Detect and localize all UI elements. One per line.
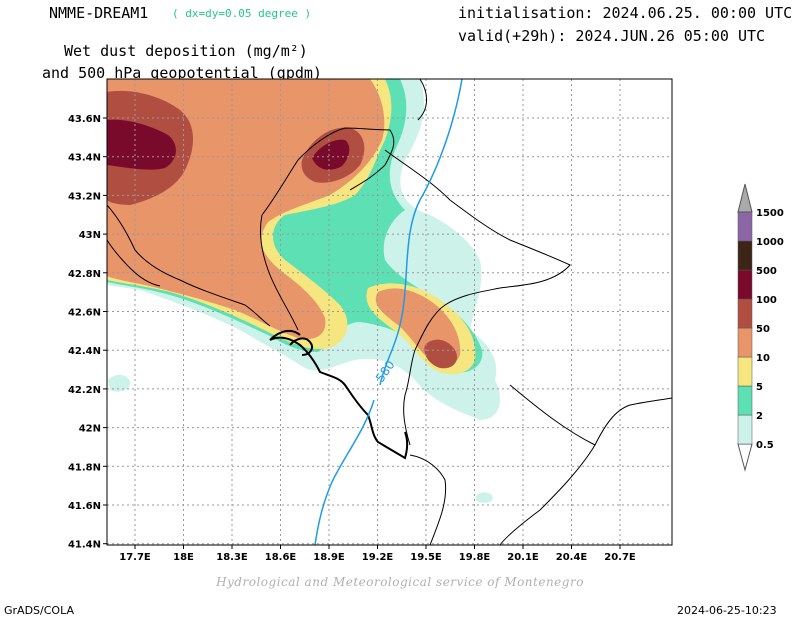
- legend-swatch: [737, 327, 753, 358]
- lat-tick-label: 43.4N: [68, 153, 101, 164]
- map-frame: [106, 78, 673, 546]
- border-line: [509, 384, 672, 446]
- deposition-field: [107, 79, 500, 503]
- lon-tick-label: 20.1E: [507, 552, 539, 563]
- field-50-blob: [301, 127, 365, 183]
- field-100-blob: [312, 139, 350, 170]
- border-line: [384, 149, 571, 351]
- legend-swatch: [737, 385, 753, 416]
- lon-tick-label: 19.5E: [410, 552, 442, 563]
- field-10-blob: [375, 288, 461, 366]
- field-0-5-blob: [476, 492, 493, 503]
- legend-swatch: [737, 269, 753, 300]
- lon-tick-label: 17.7E: [119, 552, 151, 563]
- border-line: [417, 79, 427, 121]
- field-5-blob: [366, 283, 476, 375]
- lon-tick-label: 20.4E: [556, 552, 588, 563]
- border-line: [403, 349, 416, 446]
- lat-tick-label: 42.6N: [68, 308, 101, 319]
- field-5: [107, 79, 392, 349]
- map-title-line2: and 500 hPa geopotential (gpdm): [42, 64, 322, 82]
- field-100: [107, 119, 176, 170]
- lat-tick-label: 41.8N: [68, 462, 101, 473]
- legend-label: 1000: [756, 237, 784, 248]
- model-name: NMME-DREAM1: [49, 4, 149, 22]
- legend-swatch: [737, 414, 753, 445]
- border-line: [499, 444, 596, 545]
- legend-label: 10: [756, 353, 770, 364]
- lat-tick-label: 42.4N: [68, 346, 101, 357]
- contour-label: 580: [373, 358, 398, 385]
- field-10: [107, 79, 385, 340]
- field-0-5: [107, 79, 500, 420]
- lon-tick-label: 19.8E: [459, 552, 491, 563]
- map-background: [107, 79, 672, 545]
- lon-tick-label: 18.3E: [216, 552, 248, 563]
- country-borders: [107, 79, 672, 545]
- legend-swatch: [737, 298, 753, 329]
- legend-label: 2: [756, 411, 763, 422]
- field-0-5-blob: [108, 374, 131, 392]
- timestamp: 2024-06-25-10:23: [677, 604, 777, 617]
- lat-tick-label: 43.2N: [68, 191, 101, 202]
- longitude-labels: 17.7E 18E 18.3E 18.6E 18.9E 19.2E 19.5E 19.8E 20…: [119, 545, 636, 563]
- field-2: [107, 79, 483, 373]
- legend-label: 500: [756, 266, 777, 277]
- contour-580: [314, 399, 375, 545]
- border-line: [261, 127, 395, 216]
- lon-tick-label: 18.9E: [313, 552, 345, 563]
- software-label: GrADS/COLA: [4, 604, 74, 617]
- contour-580: [379, 79, 463, 386]
- latitude-labels: 43.6N 43.4N 43.2N 43N 42.8N 42.6N 42.4N 42.2N 42…: [68, 114, 107, 551]
- coastline-path: [269, 336, 409, 460]
- legend-swatch: [737, 240, 753, 271]
- lon-tick-label: 18.6E: [265, 552, 297, 563]
- border-line: [107, 204, 271, 327]
- lat-tick-label: 42N: [79, 424, 101, 435]
- border-line: [409, 454, 447, 545]
- coastline: [269, 329, 409, 460]
- coastline-path: [289, 337, 313, 356]
- lat-tick-label: 42.2N: [68, 385, 101, 396]
- legend-label: 1500: [756, 208, 784, 219]
- lat-tick-label: 42.8N: [68, 269, 101, 280]
- color-legend: 0.5 2 5 10 50 100 500 1000 1500: [737, 183, 784, 472]
- border-line: [259, 214, 299, 331]
- gridlines: [107, 79, 672, 545]
- coastline-path: [269, 329, 301, 341]
- credit-line: Hydrological and Meteorological service …: [216, 575, 584, 589]
- lat-tick-label: 43.6N: [68, 114, 101, 125]
- lon-tick-label: 18E: [173, 552, 194, 563]
- legend-swatch: [737, 356, 753, 387]
- valid-time: valid(+29h): 2024.JUN.26 05:00 UTC: [458, 27, 766, 45]
- legend-label: 5: [756, 382, 763, 393]
- legend-arrow-high: [737, 183, 753, 213]
- legend-swatch: [737, 211, 753, 242]
- lat-tick-label: 41.6N: [68, 501, 101, 512]
- geopotential-contour: [314, 79, 463, 545]
- lat-tick-label: 43N: [79, 230, 101, 241]
- model-resolution: ( dx=dy=0.05 degree ): [172, 7, 312, 20]
- border-line: [107, 239, 161, 287]
- field-50: [107, 90, 194, 205]
- lon-tick-label: 19.2E: [362, 552, 394, 563]
- map-title-line1: Wet dust deposition (mg/m²): [64, 42, 308, 60]
- lon-tick-label: 20.7E: [604, 552, 636, 563]
- initialisation-time: initialisation: 2024.06.25. 00:00 UTC: [458, 4, 793, 22]
- legend-label: 50: [756, 324, 770, 335]
- legend-arrow-low: [737, 443, 753, 472]
- lat-tick-label: 41.4N: [68, 540, 101, 551]
- legend-label: 0.5: [756, 440, 774, 451]
- field-50-blob: [424, 339, 458, 369]
- legend-label: 100: [756, 295, 777, 306]
